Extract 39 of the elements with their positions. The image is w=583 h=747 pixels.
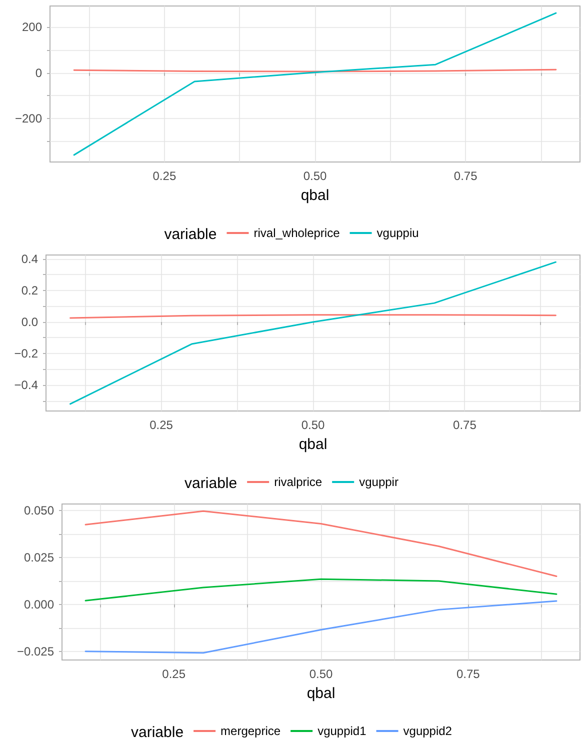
x-tick-label: 0.75	[456, 667, 480, 681]
legend-label: mergeprice	[220, 724, 281, 738]
x-tick-label: 0.50	[309, 667, 333, 681]
legend-title: variable	[184, 475, 238, 492]
legend-title: variable	[131, 724, 184, 741]
y-tick-label: 0.2	[21, 283, 38, 298]
y-tick-label: 200	[22, 20, 42, 34]
y-tick-label: 0.0	[21, 314, 38, 329]
line-series	[84, 510, 558, 578]
y-tick-label: 0.000	[24, 597, 54, 612]
y-tick-label: −200	[14, 111, 42, 126]
y-tick-label: 0	[35, 66, 42, 80]
y-tick-label: −0.4	[14, 378, 38, 392]
x-tick-label: 0.50	[301, 418, 325, 432]
legend-label: rivalprice	[274, 475, 322, 489]
x-tick-label: 0.50	[303, 169, 327, 183]
legend-label: vguppid2	[403, 724, 452, 738]
line-series	[84, 600, 558, 654]
x-tick-label: 0.75	[453, 418, 477, 432]
x-tick-label: 0.25	[152, 169, 176, 183]
x-axis-title: qbal	[306, 685, 336, 702]
y-tick-label: 0.025	[24, 550, 54, 564]
x-tick-label: 0.75	[454, 169, 478, 183]
legend-label: vguppid1	[318, 724, 367, 738]
legend-label: vguppiu	[376, 226, 419, 240]
legend-label: vguppir	[359, 475, 398, 489]
y-tick-label: −0.2	[14, 346, 38, 360]
x-tick-label: 0.25	[162, 667, 186, 681]
x-axis-title: qbal	[300, 187, 330, 204]
line-series	[84, 578, 558, 602]
line-series	[73, 12, 557, 156]
x-axis-title: qbal	[298, 436, 328, 453]
legend-label: rival_wholeprice	[254, 226, 340, 240]
y-tick-label: −0.025	[16, 644, 54, 658]
legend-title: variable	[164, 226, 217, 243]
x-tick-label: 0.25	[150, 418, 174, 432]
line-series	[70, 261, 556, 405]
y-tick-label: 0.050	[24, 504, 54, 518]
y-tick-label: 0.4	[21, 252, 38, 266]
